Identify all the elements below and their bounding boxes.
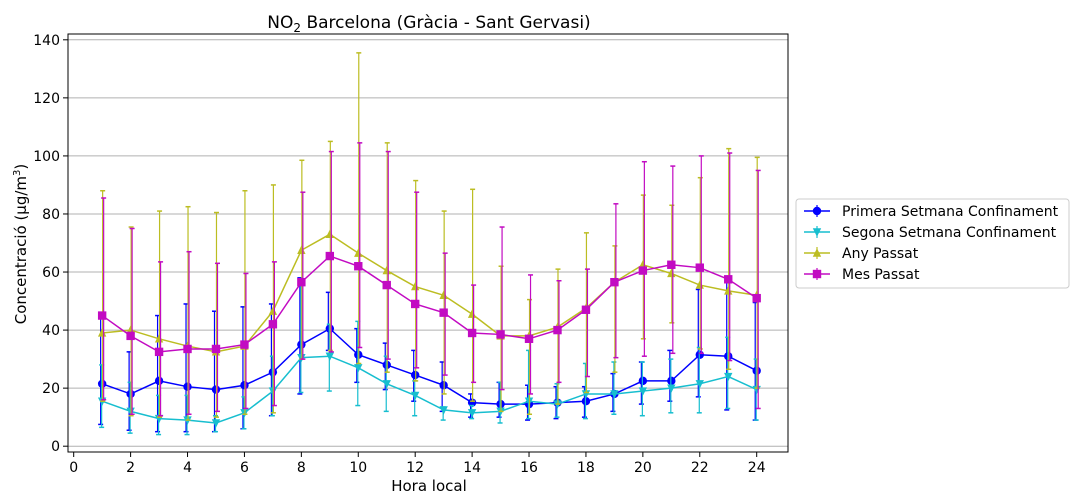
- data-point: [610, 277, 619, 287]
- y-axis-label: Concentració (µg/m3): [12, 164, 30, 325]
- data-point: [467, 309, 477, 318]
- data-point: [126, 325, 135, 334]
- x-tick-label: 22: [691, 460, 709, 476]
- series-line: [102, 233, 757, 353]
- data-point: [126, 331, 135, 341]
- data-point: [695, 263, 704, 272]
- data-point: [297, 245, 306, 254]
- series-line: [101, 327, 758, 405]
- legend-box: [795, 198, 1070, 289]
- data-point: [268, 320, 278, 329]
- data-point: [325, 352, 335, 361]
- data-point: [638, 387, 648, 396]
- chart-title: NO2 Barcelona (Gràcia - Sant Gervasi): [267, 13, 590, 35]
- data-point: [667, 384, 676, 393]
- legend-label: Mes Passat: [842, 267, 920, 283]
- data-point: [812, 248, 822, 257]
- data-point: [354, 364, 363, 373]
- plot-area: [97, 52, 761, 436]
- data-point: [410, 281, 420, 291]
- x-axis-label: Hora local: [391, 477, 467, 495]
- data-point: [638, 260, 648, 269]
- data-point: [724, 372, 733, 382]
- x-tick-label: 20: [634, 460, 652, 476]
- y-tick-label: 0: [51, 439, 60, 455]
- data-point: [812, 269, 822, 279]
- data-point: [382, 280, 391, 290]
- legend-label: Primera Setmana Confinament: [842, 204, 1059, 220]
- data-point: [211, 419, 221, 428]
- data-point: [325, 229, 335, 238]
- data-point: [638, 266, 648, 275]
- x-tick-label: 0: [69, 460, 78, 476]
- x-tick-label: 10: [349, 460, 367, 476]
- series-line: [101, 355, 758, 424]
- legend-item: Mes Passat: [804, 267, 920, 283]
- y-tick-label: 20: [42, 381, 60, 397]
- data-point: [524, 334, 534, 343]
- data-point: [439, 406, 448, 415]
- y-tick-label: 140: [33, 33, 60, 49]
- data-point: [724, 275, 733, 284]
- data-point: [496, 330, 505, 339]
- x-tick-label: 18: [577, 460, 595, 476]
- y-tick-label: 40: [42, 323, 60, 339]
- series-1: [97, 282, 761, 436]
- series-line: [101, 255, 758, 353]
- data-point: [354, 248, 363, 257]
- data-point: [667, 260, 676, 269]
- y-tick-label: 60: [42, 265, 60, 281]
- data-point: [183, 344, 192, 354]
- x-tick-label: 16: [520, 460, 538, 476]
- data-point: [752, 293, 761, 303]
- series-3: [97, 142, 761, 417]
- series-0: [97, 275, 761, 433]
- data-point: [812, 206, 822, 216]
- series-2: [97, 52, 761, 421]
- data-point: [354, 262, 363, 271]
- legend-label: Segona Setmana Confinament: [842, 225, 1057, 241]
- data-point: [610, 390, 619, 399]
- plot-frame: [67, 33, 789, 453]
- x-tick-label: 4: [183, 460, 192, 476]
- y-tick-label: 120: [33, 91, 60, 107]
- data-point: [211, 344, 221, 354]
- legend-item: Segona Setmana Confinament: [804, 225, 1057, 241]
- data-point: [154, 347, 164, 357]
- data-point: [581, 305, 591, 314]
- data-point: [97, 311, 107, 320]
- data-point: [695, 380, 704, 389]
- y-tick-label: 80: [42, 207, 60, 223]
- x-tick-label: 14: [463, 460, 481, 476]
- data-point: [467, 328, 477, 338]
- y-tick-label: 100: [33, 149, 60, 165]
- data-point: [297, 277, 306, 287]
- legend-item: Primera Setmana Confinament: [804, 204, 1059, 220]
- x-tick-label: 2: [126, 460, 135, 476]
- data-point: [268, 306, 278, 315]
- data-point: [410, 391, 420, 401]
- x-tick-label: 6: [240, 460, 249, 476]
- x-tick-label: 12: [406, 460, 424, 476]
- data-point: [382, 265, 391, 275]
- grid-lines: [68, 39, 788, 447]
- data-point: [240, 340, 249, 349]
- x-tick-label: 24: [748, 460, 766, 476]
- data-point: [410, 299, 420, 309]
- data-point: [382, 380, 391, 389]
- data-point: [553, 325, 562, 335]
- data-point: [467, 409, 477, 418]
- data-point: [325, 251, 335, 261]
- data-point: [439, 308, 448, 317]
- legend: Primera Setmana Confinament Segona Setman…: [795, 198, 1070, 289]
- x-tick-label: 8: [297, 460, 306, 476]
- legend-item: Any Passat: [804, 246, 919, 262]
- data-point: [812, 228, 822, 237]
- y-axis: 0 20 40 60 80 100 120 140: [33, 33, 68, 455]
- x-axis: 0 2 4 6 8 10 12 14 16 18 20 22 24: [69, 452, 766, 476]
- data-point: [667, 268, 676, 278]
- legend-label: Any Passat: [842, 246, 919, 262]
